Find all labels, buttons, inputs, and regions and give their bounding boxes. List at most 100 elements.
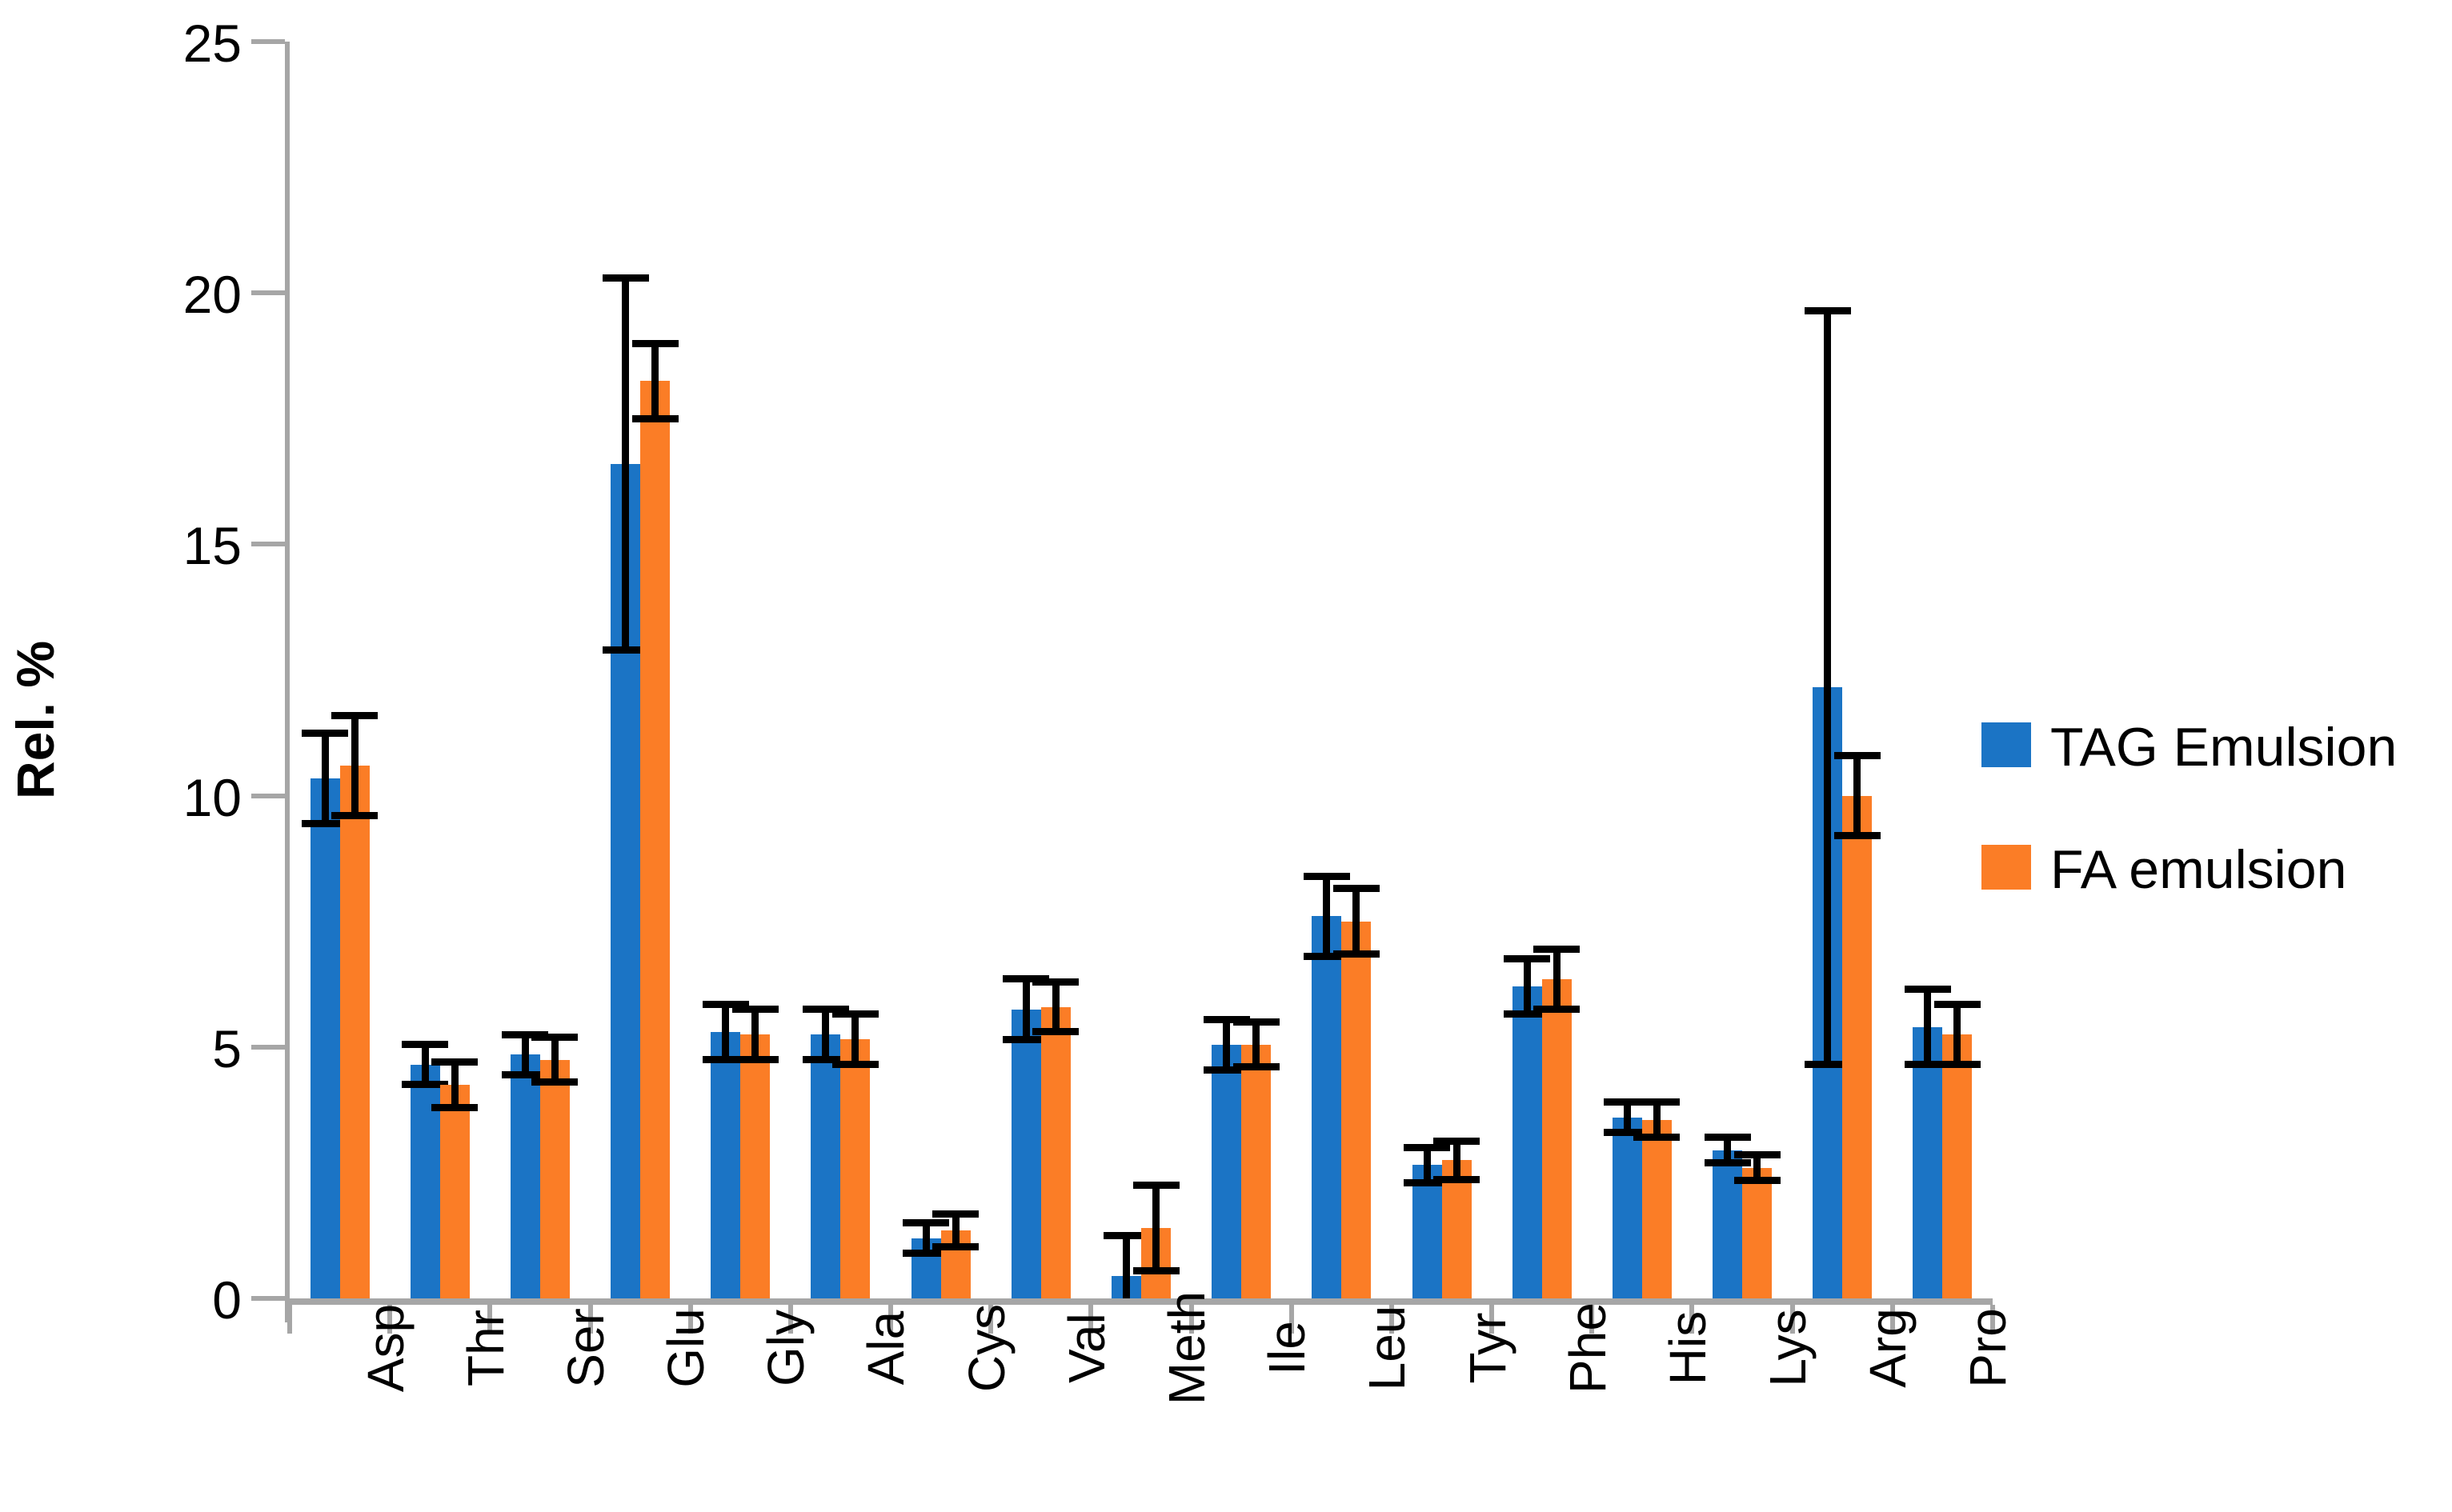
bar-fa-asp (339, 765, 370, 1298)
bar-tag-thr (410, 1064, 440, 1298)
y-tick-label: 10 (182, 767, 242, 827)
bar-tag-ala (811, 1034, 841, 1298)
x-tick (1088, 1305, 1094, 1334)
x-category-label: Arg (1859, 1308, 1917, 1388)
error-bar-cap-bottom (831, 1061, 879, 1069)
error-bar-cap-top (932, 1210, 980, 1218)
error-bar-cap-top (1103, 1231, 1150, 1239)
bar-tag-phe (1512, 986, 1542, 1298)
y-tick (251, 39, 285, 44)
error-bar-cap-bottom (1604, 1129, 1651, 1137)
legend-label-tag-emulsion: TAG Emulsion (2050, 717, 2398, 778)
y-tick (251, 1044, 285, 1050)
legend-item-tag: TAG Emulsion (1981, 717, 2430, 778)
bar-tag-val (1011, 1009, 1041, 1298)
error-bar-line (1252, 1022, 1260, 1067)
x-category-label: Phe (1558, 1302, 1617, 1394)
error-bar-cap-top (1804, 306, 1851, 314)
error-bar-line (1853, 755, 1861, 836)
bar-tag-tyr (1412, 1165, 1442, 1298)
error-bar-cap-bottom (1003, 1035, 1050, 1043)
error-bar-cap-top (1633, 1098, 1681, 1106)
error-bar-line (451, 1062, 459, 1108)
x-category-label: Glu (657, 1308, 715, 1388)
error-bar-line (822, 1009, 830, 1060)
x-category-label: Ser (556, 1308, 615, 1388)
y-tick (251, 542, 285, 547)
error-bar-cap-top (802, 1006, 849, 1014)
x-tick (988, 1305, 994, 1334)
error-bar-line (1452, 1141, 1460, 1180)
error-bar-cap-bottom (1833, 832, 1881, 840)
error-bar-cap-top (1604, 1098, 1651, 1106)
error-bar-cap-top (531, 1033, 579, 1041)
bar-tag-ile (1212, 1044, 1242, 1298)
y-axis-line (285, 42, 290, 1322)
error-bar-cap-top (1032, 978, 1080, 986)
error-bar-cap-bottom (502, 1070, 549, 1078)
x-category-label: Pro (1959, 1308, 2017, 1388)
error-bar-cap-bottom (402, 1081, 449, 1089)
bar-tag-ser (510, 1054, 540, 1298)
error-bar-cap-bottom (1504, 1010, 1551, 1018)
error-bar-line (1123, 1235, 1130, 1298)
error-bar-cap-top (1332, 885, 1380, 893)
error-bar-line (622, 278, 630, 650)
error-bar-cap-bottom (331, 812, 379, 820)
x-tick (387, 1305, 393, 1334)
error-bar-cap-bottom (1933, 1061, 1981, 1069)
bar-fa-leu (1341, 921, 1372, 1298)
legend-swatch-tag-emulsion (1981, 722, 2031, 767)
error-bar-cap-bottom (1332, 950, 1380, 958)
x-tick (1789, 1305, 1795, 1334)
x-tick (1188, 1305, 1194, 1334)
error-bar-cap-bottom (1303, 953, 1350, 961)
bar-tag-his (1612, 1117, 1642, 1298)
x-category-label: Val (1057, 1313, 1116, 1383)
x-tick (1288, 1305, 1294, 1334)
bar-fa-ser (539, 1059, 570, 1298)
bar-tag-leu (1312, 916, 1342, 1298)
x-tick (687, 1305, 693, 1334)
error-bar-cap-bottom (1132, 1266, 1180, 1274)
error-bar-cap-bottom (1804, 1061, 1851, 1069)
error-bar-cap-bottom (1232, 1063, 1280, 1071)
error-bar-cap-top (602, 274, 649, 282)
error-bar-cap-top (402, 1041, 449, 1049)
x-tick (787, 1305, 793, 1334)
error-bar-cap-top (1504, 955, 1551, 963)
x-category-label: Asp (356, 1303, 415, 1393)
error-bar-line (952, 1214, 960, 1247)
error-bar-cap-top (1303, 872, 1350, 880)
error-bar-line (1423, 1147, 1431, 1183)
error-bar-cap-bottom (1203, 1066, 1250, 1074)
bar-tag-gly (711, 1031, 741, 1298)
error-bar-cap-bottom (1733, 1176, 1781, 1184)
error-bar-line (521, 1034, 529, 1075)
error-bar-line (1824, 310, 1832, 1065)
error-bar-cap-top (502, 1030, 549, 1038)
error-bar-line (1653, 1102, 1661, 1138)
error-bar-cap-bottom (731, 1056, 779, 1063)
error-bar-cap-top (702, 1000, 749, 1008)
error-bar-line (1623, 1102, 1631, 1133)
error-bar-line (1022, 978, 1030, 1040)
bar-fa-ile (1241, 1044, 1272, 1298)
error-bar-line (1152, 1185, 1160, 1271)
error-bar-cap-top (1904, 986, 1951, 994)
error-bar-line (1753, 1154, 1761, 1181)
x-tick (287, 1305, 292, 1334)
x-category-label: His (1658, 1310, 1717, 1386)
error-bar-line (351, 715, 359, 816)
error-bar-cap-bottom (602, 646, 649, 654)
x-category-label: Leu (1358, 1305, 1416, 1391)
error-bar-cap-top (1404, 1143, 1451, 1151)
error-bar-line (1052, 982, 1060, 1032)
bar-fa-val (1040, 1006, 1071, 1298)
y-tick-label: 20 (182, 265, 242, 325)
bar-fa-his (1641, 1119, 1672, 1298)
error-bar-cap-bottom (1904, 1061, 1951, 1069)
error-bar-cap-bottom (802, 1056, 849, 1063)
error-bar-line (1523, 958, 1531, 1014)
error-bar-cap-bottom (431, 1103, 479, 1111)
